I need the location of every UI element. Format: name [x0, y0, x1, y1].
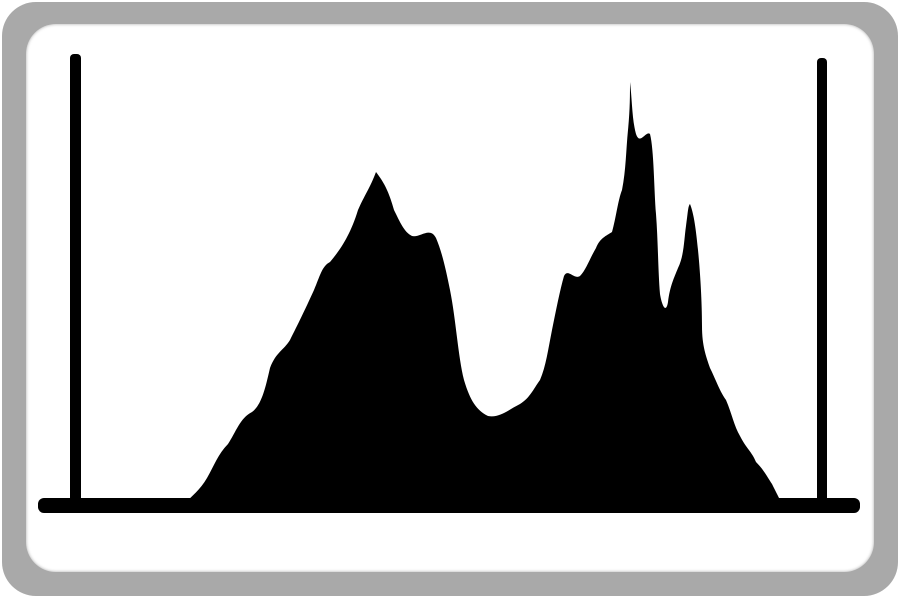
right-marker-line [817, 58, 827, 504]
histogram-baseline [38, 498, 860, 513]
left-marker-line [70, 54, 81, 504]
histogram-shape [184, 82, 782, 504]
